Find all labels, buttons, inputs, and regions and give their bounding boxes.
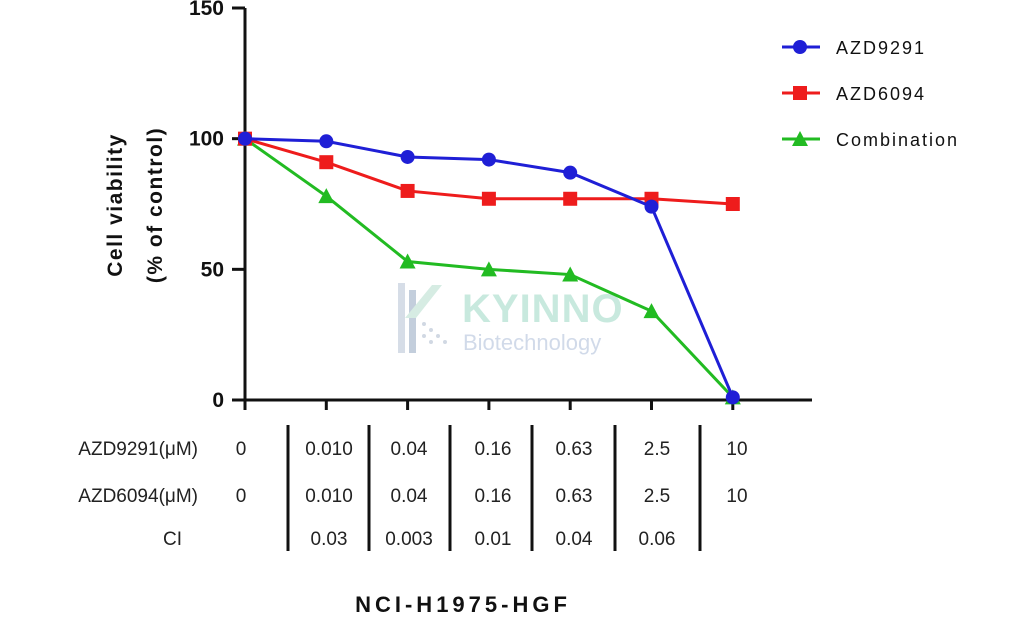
dose-cell: 0.63	[556, 486, 593, 507]
y-tick-label: 0	[212, 389, 224, 412]
chart-caption: NCI-H1975-HGF	[355, 592, 571, 617]
data-point-triangle	[480, 261, 497, 277]
y-ticks: 0 50 100 150	[189, 0, 245, 412]
legend-label: AZD9291	[836, 38, 926, 58]
series-combination	[237, 130, 741, 405]
data-point-triangle	[643, 303, 660, 319]
dose-row-label: CI	[163, 529, 182, 550]
dose-cell: 0.003	[385, 529, 433, 550]
legend-item: AZD6094	[782, 84, 926, 104]
series-azd6094	[238, 131, 740, 211]
dose-table: AZD9291(μM) 0 0.010 0.04 0.16 0.63 2.5 10AZD609…	[78, 425, 748, 551]
dose-cell: 0.16	[475, 439, 512, 460]
legend-marker	[793, 40, 807, 54]
x-ticks	[243, 400, 735, 410]
dose-cell: 0.04	[391, 439, 428, 460]
dose-cell: 0.03	[311, 529, 348, 550]
data-point-circle	[481, 152, 496, 167]
legend-label: AZD6094	[836, 84, 926, 104]
dose-cell: 0.16	[475, 486, 512, 507]
data-point-square	[563, 191, 578, 206]
dose-cell: 0.01	[475, 529, 512, 550]
dose-cell: 10	[726, 439, 747, 460]
series-layer	[237, 130, 741, 405]
data-point-square	[319, 155, 334, 170]
data-point-triangle	[399, 253, 416, 269]
data-point-triangle	[318, 188, 335, 204]
dose-cell: 0.010	[305, 486, 353, 507]
legend-marker	[793, 86, 807, 100]
dose-cell: 0.63	[556, 439, 593, 460]
data-point-square	[481, 191, 496, 206]
dose-cell: 0.04	[556, 529, 593, 550]
data-point-circle	[238, 131, 252, 146]
legend-item: Combination	[782, 130, 959, 150]
legend-item: AZD9291	[782, 38, 926, 58]
dose-cell: 0	[236, 486, 247, 507]
y-tick-label: 100	[189, 128, 224, 151]
watermark-logo-icon	[398, 283, 447, 353]
watermark-sub: Biotechnology	[463, 330, 601, 355]
data-point-circle	[400, 149, 415, 164]
data-point-circle	[644, 199, 659, 214]
data-point-circle	[563, 165, 578, 180]
legend-marker	[792, 131, 808, 146]
legend: AZD9291 AZD6094 Combination	[782, 38, 959, 150]
y-axis-label: Cell viability (% of control)	[104, 127, 167, 283]
watermark: KYINNO Biotechnology	[398, 283, 624, 355]
legend-label: Combination	[836, 130, 959, 150]
data-point-circle	[725, 390, 740, 405]
data-point-triangle	[562, 266, 579, 282]
series-azd9291	[238, 131, 740, 405]
dose-cell: 0	[236, 439, 247, 460]
dose-cell: 0.04	[391, 486, 428, 507]
dose-cell: 0.06	[639, 529, 676, 550]
watermark-brand: KYINNO	[462, 287, 624, 331]
y-tick-label: 50	[201, 258, 224, 281]
y-label-line1: Cell viability	[104, 133, 127, 277]
data-point-circle	[319, 134, 334, 149]
y-label-line2: (% of control)	[144, 127, 167, 283]
dose-row-label: AZD6094(μM)	[78, 486, 198, 507]
dose-row-label: AZD9291(μM)	[78, 439, 198, 460]
data-point-square	[400, 183, 415, 198]
dose-cell: 2.5	[644, 439, 670, 460]
dose-cell: 10	[726, 486, 747, 507]
dose-cell: 0.010	[305, 439, 353, 460]
data-point-square	[725, 197, 740, 211]
axes	[232, 8, 812, 402]
dose-cell: 2.5	[644, 486, 670, 507]
y-tick-label: 150	[189, 0, 224, 20]
